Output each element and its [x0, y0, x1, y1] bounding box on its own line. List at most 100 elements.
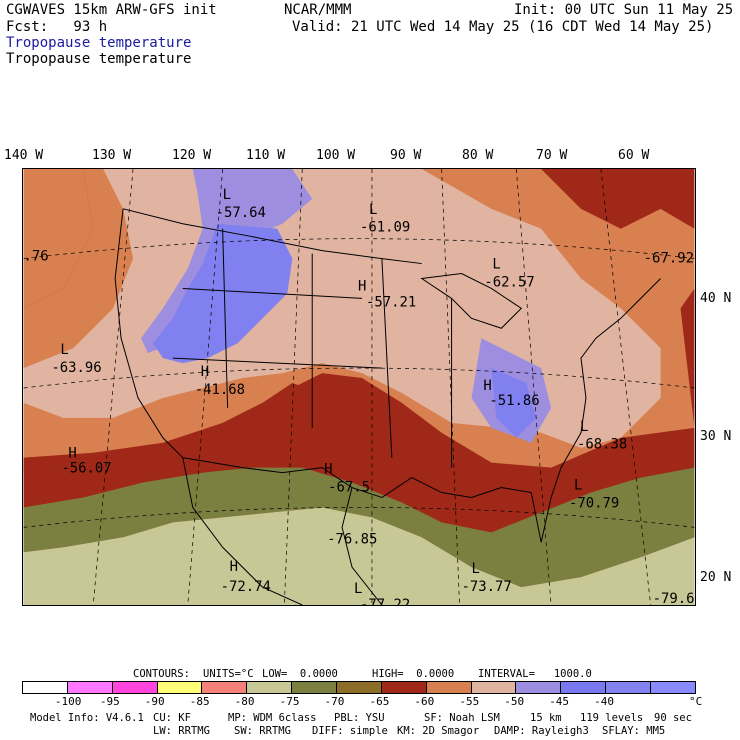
color-legend-tick-label: -80	[234, 695, 255, 708]
color-legend-tick-label: -90	[144, 695, 165, 708]
graticule	[23, 169, 695, 605]
color-legend-swatch	[516, 682, 562, 693]
color-legend-tick-label: -70	[324, 695, 345, 708]
contours-low: LOW= 0.0000	[262, 668, 338, 680]
footer-damp: DAMP: Rayleigh3	[494, 725, 589, 737]
lon-label: 120 W	[172, 148, 212, 163]
footer-levels: 119 levels	[580, 712, 644, 724]
extremum-value: -77.22	[360, 597, 410, 606]
extremum-value: -57.21	[366, 294, 416, 310]
mexico-coast	[182, 457, 303, 605]
state-line	[222, 228, 229, 408]
footer-cu: CU: KF	[153, 712, 191, 724]
color-legend-tick-label: -55	[459, 695, 480, 708]
color-legend-swatch	[67, 682, 113, 693]
extremum-value: -67.92	[644, 251, 694, 267]
extremum-value: -41.68	[195, 382, 245, 398]
extremum-value: -67.5	[328, 480, 370, 496]
contours-label: CONTOURS:	[133, 668, 190, 680]
model-title: CGWAVES 15km ARW-GFS init	[6, 2, 217, 18]
color-legend-swatch	[606, 682, 652, 693]
lon-label: 130 W	[92, 148, 132, 163]
graticule-line	[92, 169, 134, 605]
color-legend-swatch	[157, 682, 203, 693]
great-lakes	[420, 273, 523, 329]
extremum-type: H	[324, 462, 332, 478]
mexico-coast	[341, 487, 383, 605]
extremum-type: H	[68, 446, 76, 462]
extremum-value: -70.79	[569, 495, 619, 511]
org-label: NCAR/MMM	[284, 2, 352, 18]
color-legend-swatch	[23, 682, 68, 693]
extremum-type: H	[230, 559, 238, 575]
extremum-value: -76.85	[327, 531, 377, 547]
contours-interval: INTERVAL= 1000.0	[478, 668, 592, 680]
field-title-1: Tropopause temperature	[6, 35, 192, 51]
color-legend	[22, 681, 696, 694]
color-legend-tick-label: -75	[279, 695, 300, 708]
west-coast	[114, 208, 184, 459]
footer-sw: SW: RRTMG	[234, 725, 291, 737]
footer-lw: LW: RRTMG	[153, 725, 210, 737]
extremum-type: L	[492, 257, 500, 273]
extremum-value: -72.74	[221, 579, 271, 595]
extremum-value: -68.38	[577, 437, 627, 453]
footer-timestep: 90 sec	[654, 712, 692, 724]
extremum-value: -73.77	[462, 579, 512, 595]
field-band-blue	[152, 223, 293, 364]
field-band-darkred	[23, 373, 695, 538]
color-legend-tick-label: -95	[99, 695, 120, 708]
extremum-type: H	[201, 364, 209, 380]
footer-pbl: PBL: YSU	[334, 712, 385, 724]
field-band-orange	[23, 169, 94, 309]
color-legend-tick-label: -50	[504, 695, 525, 708]
color-legend-swatch	[337, 682, 382, 693]
footer-model-info: Model Info: V4.6.1	[30, 712, 144, 724]
lon-label: 100 W	[316, 148, 356, 163]
init-time: Init: 00 UTC Sun 11 May 25	[514, 2, 734, 18]
lon-label: 110 W	[246, 148, 286, 163]
graticule-line	[187, 169, 223, 605]
contours-high: HIGH= 0.0000	[372, 668, 455, 680]
footer-sf: SF: Noah LSM	[424, 712, 500, 724]
color-legend-swatch	[112, 682, 158, 693]
footer-resolution: 15 km	[530, 712, 562, 724]
extremum-type: H	[358, 278, 366, 294]
extremum-value: -51.86	[489, 393, 539, 409]
us-mexico-border	[182, 457, 413, 499]
footer-diff: DIFF: simple	[312, 725, 388, 737]
color-legend-tick-label: -65	[369, 695, 390, 708]
lon-label: 70 W	[536, 148, 568, 163]
color-legend-tick-label: -100	[54, 695, 82, 708]
field-band-blue	[491, 368, 537, 438]
lon-label: 80 W	[462, 148, 494, 163]
lat-label: 30 N	[700, 429, 732, 444]
extremum-type: H	[483, 378, 491, 394]
extremum-type: L	[223, 187, 231, 203]
tropopause-temperature-map: L -57.64 L -61.09 L -62.57 -67.92 .76 H …	[22, 168, 696, 606]
map-labels: L -57.64 L -61.09 L -62.57 -67.92 .76 H …	[24, 187, 695, 606]
extremum-value: -61.09	[360, 220, 410, 236]
extremum-type: L	[574, 478, 582, 494]
extremum-value: -63.96	[51, 360, 101, 376]
lon-label: 90 W	[390, 148, 422, 163]
footer-mp: MP: WDM 6class	[228, 712, 317, 724]
color-legend-tick-label: -40	[594, 695, 614, 708]
extremum-value: -56.07	[61, 461, 111, 477]
east-coast	[560, 278, 661, 468]
extremum-value: -57.64	[216, 205, 266, 221]
field-band-khaki	[23, 507, 695, 605]
extremum-type: L	[369, 202, 377, 218]
footer-sflay: SFLAY: MM5	[602, 725, 666, 737]
color-legend-swatch	[202, 682, 248, 693]
color-legend-swatch	[426, 682, 472, 693]
color-legend-tick-label: -85	[189, 695, 210, 708]
lat-label: 40 N	[700, 291, 732, 306]
extremum-type: L	[60, 342, 68, 358]
lon-label: 60 W	[618, 148, 650, 163]
graticule-line	[23, 238, 695, 259]
color-legend-tick-label: -60	[414, 695, 435, 708]
color-legend-swatch	[561, 682, 607, 693]
graticule-line	[600, 169, 652, 605]
state-line	[381, 258, 393, 458]
